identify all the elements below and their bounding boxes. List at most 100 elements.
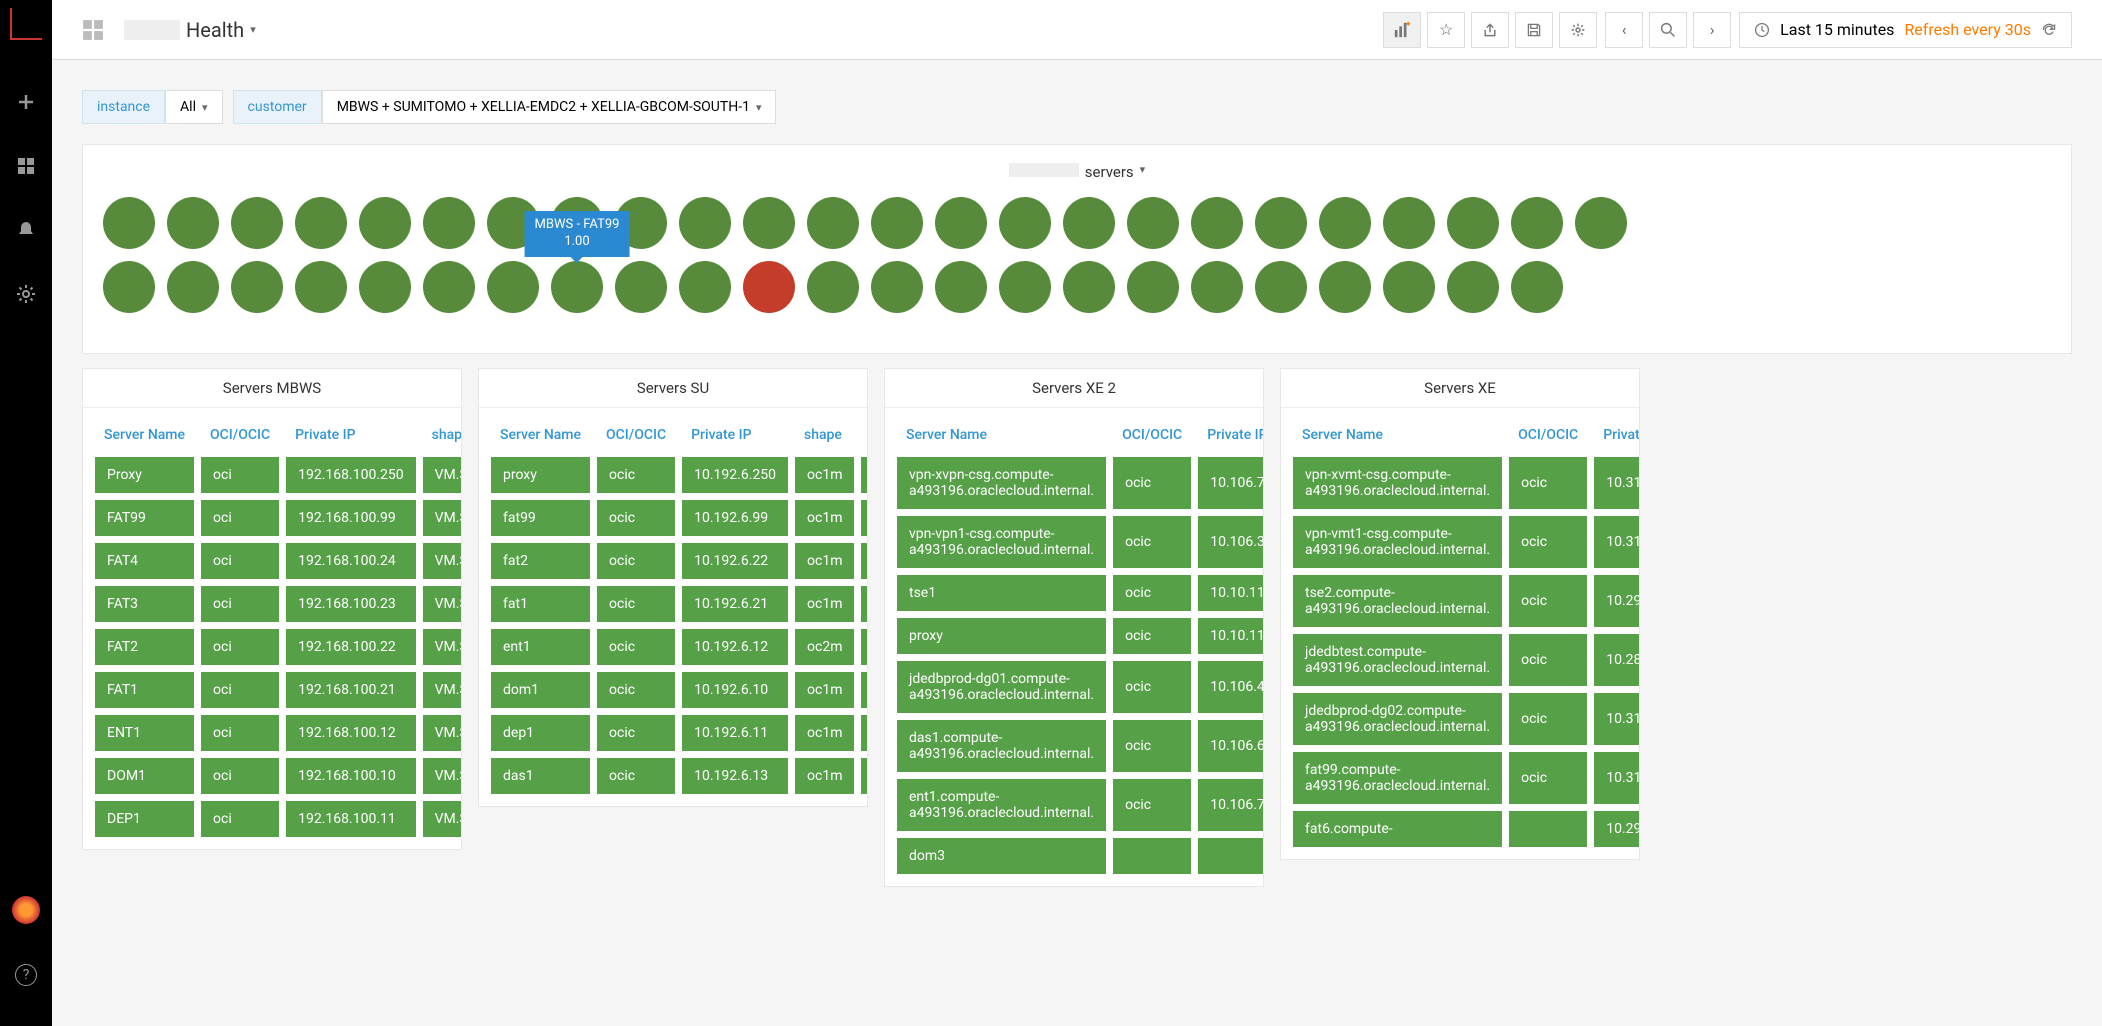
table-header[interactable]: OCI/OCIC xyxy=(596,419,676,451)
server-health-dot[interactable] xyxy=(1511,261,1563,313)
table-header[interactable]: shape xyxy=(794,419,855,451)
server-health-dot[interactable] xyxy=(807,261,859,313)
server-health-dot[interactable] xyxy=(1063,197,1115,249)
server-health-dot[interactable] xyxy=(1511,197,1563,249)
table-header[interactable]: Server Name xyxy=(490,419,591,451)
server-health-dot[interactable] xyxy=(231,197,283,249)
server-health-dot[interactable] xyxy=(1127,261,1179,313)
server-health-dot[interactable] xyxy=(1191,197,1243,249)
server-health-dot[interactable] xyxy=(1575,197,1627,249)
timerange-next-button[interactable]: › xyxy=(1693,12,1731,48)
server-health-dot[interactable] xyxy=(295,261,347,313)
user-avatar[interactable] xyxy=(12,896,40,924)
server-health-dot[interactable] xyxy=(1127,197,1179,249)
instance-var-dropdown[interactable]: All ▾ xyxy=(165,90,222,124)
server-health-dot[interactable] xyxy=(807,197,859,249)
add-panel-button[interactable] xyxy=(1383,12,1421,48)
save-button[interactable] xyxy=(1515,12,1553,48)
servers-panel-title[interactable]: servers ▾ xyxy=(101,157,2053,197)
table-cell: VM.Standard2.1 xyxy=(422,671,461,709)
table-panel-title[interactable]: Servers XE xyxy=(1281,369,1639,408)
server-health-dot[interactable] xyxy=(167,261,219,313)
table-cell: 10.106.74 xyxy=(1197,778,1263,832)
dashboards-icon[interactable] xyxy=(14,154,38,178)
table-header[interactable]: Private IP xyxy=(1593,419,1639,451)
table-cell xyxy=(1197,837,1263,875)
settings-icon[interactable] xyxy=(14,282,38,306)
server-health-dot[interactable] xyxy=(1319,197,1371,249)
server-health-dot[interactable] xyxy=(423,261,475,313)
table-header[interactable]: Private IP xyxy=(681,419,789,451)
table-header[interactable]: OCI/OCIC xyxy=(1508,419,1588,451)
table-row: Proxyoci192.168.100.250VM.Standard2.1 xyxy=(94,456,461,494)
server-health-dot[interactable] xyxy=(1191,261,1243,313)
table-cell: 192.168.100.21 xyxy=(285,671,417,709)
table-cell: jdedbtest.compute-a493196.oraclecloud.in… xyxy=(1292,633,1503,687)
table-row: DOM1oci192.168.100.10VM.Standard2.1 xyxy=(94,757,461,795)
server-health-dot[interactable] xyxy=(1383,197,1435,249)
table-header[interactable]: OCI/OCIC xyxy=(200,419,280,451)
table-panel-title[interactable]: Servers XE 2 xyxy=(885,369,1263,408)
table-row: FAT4oci192.168.100.24VM.Standard2.1 xyxy=(94,542,461,580)
table-cell: das1 xyxy=(490,757,591,795)
server-health-dot[interactable] xyxy=(679,261,731,313)
server-health-dot[interactable] xyxy=(359,197,411,249)
table-header[interactable]: Value xyxy=(860,419,867,451)
server-health-dot[interactable] xyxy=(743,261,795,313)
server-health-dot[interactable] xyxy=(999,197,1051,249)
star-button[interactable]: ☆ xyxy=(1427,12,1465,48)
table-header[interactable]: Server Name xyxy=(94,419,195,451)
alerting-icon[interactable] xyxy=(14,218,38,242)
zoom-out-button[interactable] xyxy=(1649,12,1687,48)
server-health-dot[interactable] xyxy=(1447,197,1499,249)
table-header[interactable]: shape xyxy=(422,419,461,451)
server-health-dot[interactable] xyxy=(1255,197,1307,249)
server-health-dot[interactable] xyxy=(1255,261,1307,313)
server-health-dot[interactable] xyxy=(551,261,603,313)
server-health-dot[interactable] xyxy=(1063,261,1115,313)
grafana-logo[interactable] xyxy=(10,8,42,40)
refresh-icon[interactable] xyxy=(2041,22,2057,38)
server-health-dot[interactable] xyxy=(935,261,987,313)
table-header[interactable]: Server Name xyxy=(896,419,1107,451)
share-button[interactable] xyxy=(1471,12,1509,48)
server-health-dot[interactable] xyxy=(871,197,923,249)
server-health-dot[interactable] xyxy=(871,261,923,313)
server-health-dot[interactable] xyxy=(743,197,795,249)
table-header[interactable]: Server Name xyxy=(1292,419,1503,451)
table-header[interactable]: Private IP xyxy=(285,419,417,451)
server-health-dot[interactable] xyxy=(615,261,667,313)
settings-button[interactable] xyxy=(1559,12,1597,48)
server-table-panel: Servers SU Server NameOCI/OCICPrivate IPs… xyxy=(478,368,868,807)
server-health-dot[interactable] xyxy=(1383,261,1435,313)
server-health-dot[interactable] xyxy=(1319,261,1371,313)
dashboard-icon[interactable] xyxy=(82,19,104,41)
dashboard-title-dropdown[interactable]: Health ▾ xyxy=(124,18,256,42)
table-panel-title[interactable]: Servers MBWS xyxy=(83,369,461,408)
server-health-dot[interactable] xyxy=(103,197,155,249)
server-health-dot[interactable] xyxy=(935,197,987,249)
timerange-prev-button[interactable]: ‹ xyxy=(1605,12,1643,48)
server-health-dot[interactable] xyxy=(295,197,347,249)
time-range-picker[interactable]: Last 15 minutes Refresh every 30s xyxy=(1739,12,2072,48)
table-cell: ENT1 xyxy=(94,714,195,752)
table-panel-title[interactable]: Servers SU xyxy=(479,369,867,408)
server-health-dot[interactable] xyxy=(167,197,219,249)
table-header[interactable]: OCI/OCIC xyxy=(1112,419,1192,451)
server-health-dot[interactable] xyxy=(423,197,475,249)
server-health-dot[interactable] xyxy=(679,197,731,249)
table-row: fat99ocic10.192.6.99oc1mRUNNING xyxy=(490,499,867,537)
add-icon[interactable] xyxy=(14,90,38,114)
server-health-dot[interactable] xyxy=(359,261,411,313)
server-health-dot[interactable] xyxy=(103,261,155,313)
server-health-dot[interactable] xyxy=(1447,261,1499,313)
help-icon[interactable]: ? xyxy=(15,964,37,986)
customer-var-dropdown[interactable]: MBWS + SUMITOMO + XELLIA-EMDC2 + XELLIA-… xyxy=(322,90,777,124)
table-header[interactable]: Private IP xyxy=(1197,419,1263,451)
table-row: vpn-xvpn-csg.compute-a493196.oraclecloud… xyxy=(896,456,1263,510)
server-health-dot[interactable] xyxy=(487,261,539,313)
server-health-dot[interactable] xyxy=(999,261,1051,313)
server-health-dot[interactable] xyxy=(231,261,283,313)
table-cell: FAT4 xyxy=(94,542,195,580)
table-cell: ocic xyxy=(1112,660,1192,714)
